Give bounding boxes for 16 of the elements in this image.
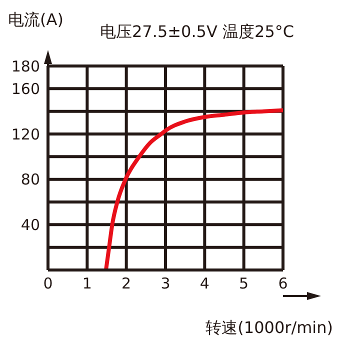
x-tick-label: 1 [82, 274, 92, 293]
chart-title: 电压27.5±0.5V 温度25°C [100, 22, 294, 43]
y-tick-label: 180 [11, 57, 40, 76]
y-tick-label: 120 [11, 125, 40, 144]
x-tick-label: 5 [239, 274, 249, 293]
x-tick-label: 4 [200, 274, 210, 293]
x-tick-label: 2 [122, 274, 132, 293]
x-tick-label: 3 [160, 274, 170, 293]
x-tick-label: 0 [43, 274, 53, 293]
y-axis-title: 电流(A) [8, 10, 64, 31]
y-tick-label: 80 [20, 170, 40, 189]
line-series [104, 108, 283, 270]
x-tick-label: 6 [278, 274, 288, 293]
y-tick-label: 40 [20, 216, 40, 234]
x-axis-title: 转速(1000r/min) [206, 318, 333, 339]
y-tick-label: 160 [11, 80, 40, 98]
